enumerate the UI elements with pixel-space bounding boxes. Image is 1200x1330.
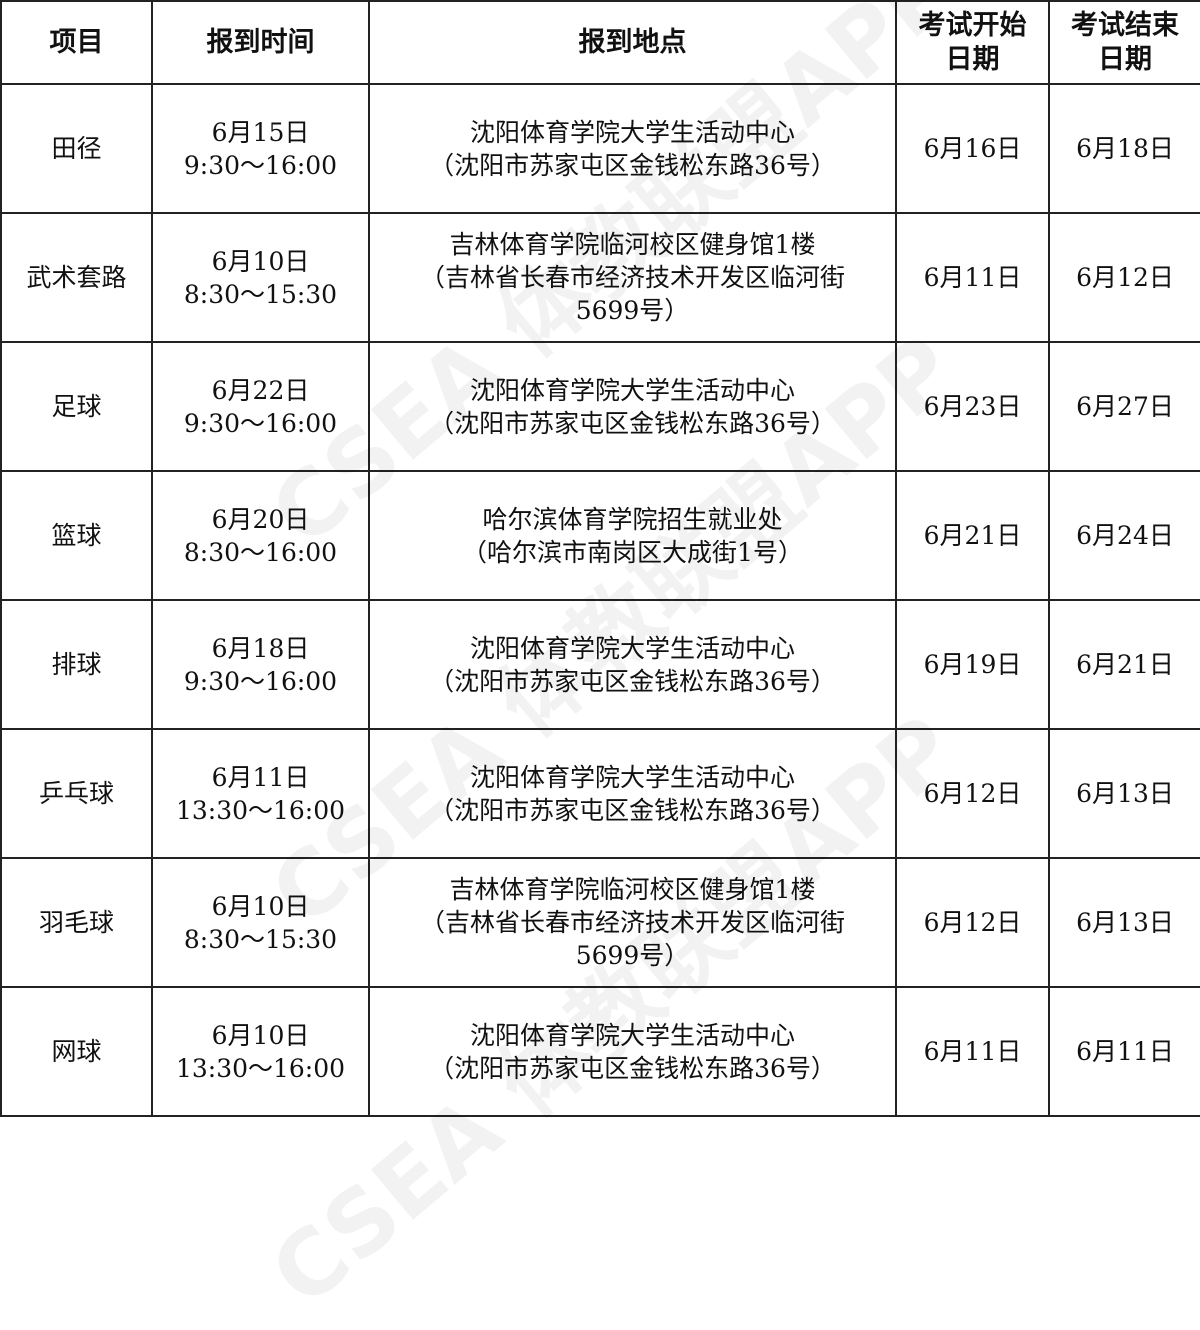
exam-start-cell: 6月19日 (895, 599, 1050, 730)
place-line: （吉林省长春市经济技术开发区临河街 (419, 908, 845, 937)
time-line: 9:30～16:00 (183, 150, 338, 180)
place-line: 哈尔滨体育学院招生就业处 (482, 504, 783, 534)
table-row: 足球 6月22日 9:30～16:00 沈阳体育学院大学生活动中心 （沈阳市苏家屯区金钱… (0, 341, 1200, 472)
exam-start-cell: 6月16日 (895, 83, 1050, 214)
table-row: 羽毛球 6月10日 8:30～15:30 吉林体育学院临河校区健身馆1楼 （吉林省长春市… (0, 857, 1200, 988)
time-line: 9:30～16:00 (183, 666, 338, 696)
header-line: 日期 (1098, 43, 1152, 75)
table-row: 田径 6月15日 9:30～16:00 沈阳体育学院大学生活动中心 （沈阳市苏家屯区金钱… (0, 83, 1200, 214)
place-line: 沈阳体育学院大学生活动中心 (469, 375, 795, 405)
exam-end-cell: 6月11日 (1048, 986, 1200, 1117)
exam-end-cell: 6月27日 (1048, 341, 1200, 472)
table-row: 排球 6月18日 9:30～16:00 沈阳体育学院大学生活动中心 （沈阳市苏家屯区金钱… (0, 599, 1200, 730)
header-line: 考试结束 (1071, 9, 1179, 41)
exam-start-cell: 6月11日 (895, 986, 1050, 1117)
place-line: 5699号） (575, 941, 690, 970)
header-line: 考试开始 (918, 9, 1027, 41)
time-line: 6月11日 (211, 762, 310, 792)
item-cell: 足球 (0, 341, 153, 472)
item-cell: 武术套路 (0, 212, 153, 343)
place-line: 5699号） (575, 296, 690, 325)
exam-end-cell: 6月24日 (1048, 470, 1200, 601)
time-cell: 6月10日 8:30～15:30 (151, 857, 370, 988)
header-row: 项目 报到时间 报到地点 考试开始 日期 考试结束 日期 (0, 0, 1200, 85)
time-cell: 6月10日 13:30～16:00 (151, 986, 370, 1117)
place-cell: 哈尔滨体育学院招生就业处 （哈尔滨市南岗区大成街1号） (368, 470, 897, 601)
header-exam-end: 考试结束 日期 (1048, 0, 1200, 85)
place-cell: 沈阳体育学院大学生活动中心 （沈阳市苏家屯区金钱松东路36号） (368, 728, 897, 859)
place-line: 吉林体育学院临河校区健身馆1楼 (449, 875, 816, 904)
place-cell: 沈阳体育学院大学生活动中心 （沈阳市苏家屯区金钱松东路36号） (368, 341, 897, 472)
time-line: 6月18日 (211, 633, 310, 663)
place-cell: 吉林体育学院临河校区健身馆1楼 （吉林省长春市经济技术开发区临河街 5699号） (368, 212, 897, 343)
item-cell: 篮球 (0, 470, 153, 601)
place-cell: 吉林体育学院临河校区健身馆1楼 （吉林省长春市经济技术开发区临河街 5699号） (368, 857, 897, 988)
place-line: （沈阳市苏家屯区金钱松东路36号） (429, 666, 836, 696)
place-line: 沈阳体育学院大学生活动中心 (469, 1020, 795, 1050)
place-line: （哈尔滨市南岗区大成街1号） (462, 537, 803, 567)
place-line: （沈阳市苏家屯区金钱松东路36号） (429, 795, 836, 825)
place-line: （沈阳市苏家屯区金钱松东路36号） (429, 408, 836, 438)
item-cell: 网球 (0, 986, 153, 1117)
time-line: 8:30～15:30 (183, 924, 338, 954)
place-line: （沈阳市苏家屯区金钱松东路36号） (429, 150, 836, 180)
header-checkin-place: 报到地点 (368, 0, 897, 85)
time-line: 13:30～16:00 (175, 1053, 346, 1083)
place-cell: 沈阳体育学院大学生活动中心 （沈阳市苏家屯区金钱松东路36号） (368, 986, 897, 1117)
exam-end-cell: 6月18日 (1048, 83, 1200, 214)
header-checkin-time: 报到时间 (151, 0, 370, 85)
place-line: 沈阳体育学院大学生活动中心 (469, 762, 795, 792)
header-item: 项目 (0, 0, 153, 85)
exam-start-cell: 6月23日 (895, 341, 1050, 472)
time-line: 6月20日 (211, 504, 310, 534)
exam-start-cell: 6月12日 (895, 857, 1050, 988)
item-cell: 田径 (0, 83, 153, 214)
exam-start-cell: 6月11日 (895, 212, 1050, 343)
table-row: 篮球 6月20日 8:30～16:00 哈尔滨体育学院招生就业处 （哈尔滨市南岗区大成街… (0, 470, 1200, 601)
time-line: 8:30～15:30 (183, 279, 338, 309)
header-line: 日期 (945, 43, 1000, 75)
exam-start-cell: 6月12日 (895, 728, 1050, 859)
place-line: 沈阳体育学院大学生活动中心 (469, 633, 795, 663)
time-cell: 6月15日 9:30～16:00 (151, 83, 370, 214)
place-cell: 沈阳体育学院大学生活动中心 （沈阳市苏家屯区金钱松东路36号） (368, 83, 897, 214)
exam-end-cell: 6月13日 (1048, 857, 1200, 988)
table-row: 乒乓球 6月11日 13:30～16:00 沈阳体育学院大学生活动中心 （沈阳市苏家屯区… (0, 728, 1200, 859)
exam-end-cell: 6月13日 (1048, 728, 1200, 859)
place-cell: 沈阳体育学院大学生活动中心 （沈阳市苏家屯区金钱松东路36号） (368, 599, 897, 730)
time-line: 9:30～16:00 (183, 408, 338, 438)
item-cell: 排球 (0, 599, 153, 730)
exam-start-cell: 6月21日 (895, 470, 1050, 601)
time-cell: 6月20日 8:30～16:00 (151, 470, 370, 601)
place-line: 吉林体育学院临河校区健身馆1楼 (449, 230, 816, 259)
time-cell: 6月22日 9:30～16:00 (151, 341, 370, 472)
table-row: 网球 6月10日 13:30～16:00 沈阳体育学院大学生活动中心 （沈阳市苏家屯区金… (0, 986, 1200, 1117)
time-line: 6月15日 (211, 117, 310, 147)
time-line: 6月10日 (211, 1020, 310, 1050)
place-line: 沈阳体育学院大学生活动中心 (469, 117, 795, 147)
time-line: 6月10日 (211, 246, 310, 276)
exam-end-cell: 6月21日 (1048, 599, 1200, 730)
exam-end-cell: 6月12日 (1048, 212, 1200, 343)
time-line: 8:30～16:00 (183, 537, 338, 567)
time-cell: 6月11日 13:30～16:00 (151, 728, 370, 859)
time-cell: 6月10日 8:30～15:30 (151, 212, 370, 343)
item-cell: 羽毛球 (0, 857, 153, 988)
place-line: （吉林省长春市经济技术开发区临河街 (419, 263, 845, 292)
header-exam-start: 考试开始 日期 (895, 0, 1050, 85)
place-line: （沈阳市苏家屯区金钱松东路36号） (429, 1053, 836, 1083)
schedule-table: 项目 报到时间 报到地点 考试开始 日期 考试结束 日期 田径 6月15日 9:30～16:00… (0, 0, 1200, 1117)
time-cell: 6月18日 9:30～16:00 (151, 599, 370, 730)
item-cell: 乒乓球 (0, 728, 153, 859)
time-line: 6月22日 (211, 375, 310, 405)
time-line: 6月10日 (211, 891, 310, 921)
table-row: 武术套路 6月10日 8:30～15:30 吉林体育学院临河校区健身馆1楼 （吉林省长春… (0, 212, 1200, 343)
time-line: 13:30～16:00 (175, 795, 346, 825)
